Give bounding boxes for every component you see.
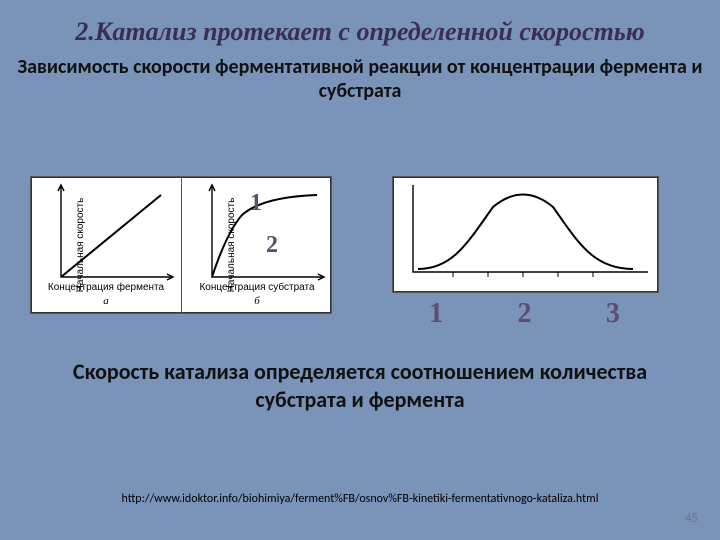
bell-svg (393, 177, 658, 292)
charts-row: Начальная скорость Концентрация фермента… (30, 176, 690, 314)
left-chart-box: Начальная скорость Концентрация фермента… (30, 176, 332, 314)
body-paragraph: Скорость катализа определяется соотношен… (60, 358, 660, 413)
bell-label-3: 3 (606, 298, 620, 330)
panel-b-letter: б (182, 295, 332, 307)
panel-a-letter: а (31, 295, 181, 307)
right-chart-group: 1 2 3 (392, 176, 659, 293)
panel-a-ylabel: Начальная скорость (75, 198, 86, 293)
slide: 2.Катализ протекает с определенной скоро… (0, 0, 720, 540)
right-chart-box (392, 176, 659, 293)
bell-label-1: 1 (429, 298, 443, 330)
slide-subtitle: Зависимость скорости ферментативной реак… (0, 55, 720, 103)
bell-label-2: 2 (517, 298, 531, 330)
overlay-label-2: 2 (266, 232, 278, 259)
bell-axis-labels: 1 2 3 (392, 298, 657, 330)
page-number: 45 (685, 511, 698, 526)
left-chart-group: Начальная скорость Концентрация фермента… (30, 176, 332, 314)
panel-b-ylabel: Начальная скорость (226, 198, 237, 293)
slide-title: 2.Катализ протекает с определенной скоро… (0, 0, 720, 47)
panel-a: Начальная скорость Концентрация фермента… (31, 177, 181, 313)
panel-a-xlabel: Концентрация фермента (31, 282, 181, 293)
source-url: http://www.idoktor.info/biohimiya/fermen… (0, 492, 720, 506)
panel-b-xlabel: Концентрация субстрата (182, 282, 332, 293)
overlay-label-1: 1 (250, 190, 262, 217)
